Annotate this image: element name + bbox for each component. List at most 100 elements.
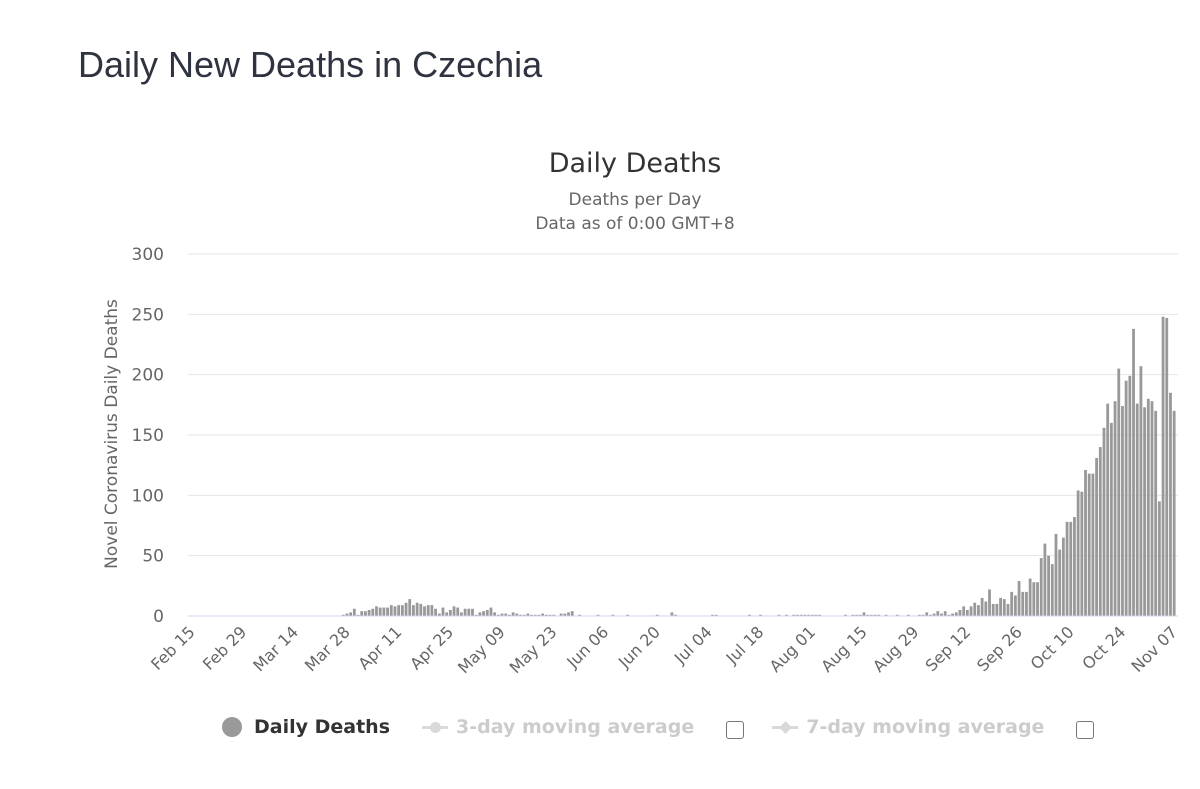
bar[interactable]: [397, 605, 401, 616]
bar[interactable]: [563, 613, 567, 616]
bar[interactable]: [1073, 517, 1076, 616]
bar[interactable]: [1121, 406, 1124, 616]
bar[interactable]: [456, 607, 460, 616]
bar[interactable]: [674, 614, 678, 616]
bar[interactable]: [932, 613, 936, 616]
bar[interactable]: [371, 608, 375, 616]
bar[interactable]: [508, 614, 511, 616]
bar[interactable]: [530, 614, 533, 616]
bar[interactable]: [973, 602, 977, 616]
bar[interactable]: [1076, 490, 1080, 616]
bar[interactable]: [515, 613, 519, 616]
bar[interactable]: [877, 614, 881, 616]
bar[interactable]: [858, 614, 862, 616]
bar[interactable]: [1106, 403, 1110, 616]
bar-series-daily-deaths[interactable]: [341, 316, 1176, 616]
bar[interactable]: [548, 614, 552, 616]
bar[interactable]: [434, 608, 437, 616]
bar[interactable]: [807, 614, 810, 616]
bar[interactable]: [389, 605, 393, 616]
bar[interactable]: [471, 608, 474, 616]
bar[interactable]: [460, 612, 463, 616]
bar[interactable]: [1132, 328, 1135, 616]
bar[interactable]: [356, 614, 360, 616]
bar[interactable]: [474, 614, 478, 616]
bar[interactable]: [426, 605, 430, 616]
bar[interactable]: [999, 597, 1002, 616]
bar[interactable]: [496, 614, 500, 616]
bar[interactable]: [567, 612, 570, 616]
bar[interactable]: [977, 605, 980, 616]
bar[interactable]: [954, 612, 958, 616]
bar[interactable]: [1124, 380, 1128, 616]
bar[interactable]: [869, 614, 873, 616]
legend-item-7-day-average[interactable]: 7-day moving average: [772, 716, 1044, 738]
bar[interactable]: [995, 603, 999, 616]
bar[interactable]: [1080, 491, 1084, 616]
bar[interactable]: [1050, 564, 1054, 616]
bar[interactable]: [1139, 366, 1143, 616]
bar[interactable]: [814, 614, 818, 616]
bar[interactable]: [367, 609, 371, 616]
bar[interactable]: [522, 614, 526, 616]
bar[interactable]: [552, 614, 556, 616]
bar[interactable]: [482, 611, 485, 616]
bar[interactable]: [1028, 578, 1032, 616]
bar[interactable]: [1143, 407, 1147, 616]
bar[interactable]: [1021, 591, 1025, 616]
bar[interactable]: [1054, 533, 1058, 616]
bar[interactable]: [796, 614, 799, 616]
bar[interactable]: [386, 607, 389, 616]
bar[interactable]: [862, 612, 866, 616]
bar[interactable]: [1084, 469, 1087, 616]
bar[interactable]: [1036, 582, 1039, 616]
bar[interactable]: [404, 602, 408, 616]
bar[interactable]: [419, 603, 423, 616]
bar[interactable]: [1109, 422, 1113, 616]
bar[interactable]: [1169, 392, 1172, 616]
bar[interactable]: [448, 609, 452, 616]
bar[interactable]: [423, 606, 426, 616]
bar[interactable]: [478, 612, 482, 616]
bar[interactable]: [430, 605, 434, 616]
bar[interactable]: [1157, 501, 1161, 616]
bar[interactable]: [596, 614, 600, 616]
bar[interactable]: [408, 599, 412, 616]
bar[interactable]: [1058, 549, 1062, 616]
bar[interactable]: [578, 614, 582, 616]
bar[interactable]: [1165, 317, 1169, 616]
bar[interactable]: [1128, 375, 1132, 616]
bar[interactable]: [1091, 473, 1095, 616]
bar[interactable]: [991, 603, 995, 616]
bar[interactable]: [1161, 316, 1165, 616]
checkbox-3-day-average[interactable]: [726, 721, 745, 739]
bar[interactable]: [1010, 591, 1014, 616]
bar[interactable]: [467, 608, 471, 616]
bar[interactable]: [929, 614, 932, 616]
bar[interactable]: [375, 606, 378, 616]
bar[interactable]: [504, 613, 508, 616]
bar[interactable]: [1095, 457, 1099, 616]
bar[interactable]: [1039, 558, 1043, 616]
bar[interactable]: [917, 614, 921, 616]
bar[interactable]: [378, 607, 382, 616]
bar[interactable]: [382, 607, 386, 616]
bar[interactable]: [799, 614, 803, 616]
bar[interactable]: [969, 606, 973, 616]
bar[interactable]: [866, 614, 870, 616]
bar[interactable]: [352, 608, 356, 616]
bar[interactable]: [544, 614, 548, 616]
bar[interactable]: [341, 614, 345, 616]
bar[interactable]: [655, 614, 659, 616]
bar[interactable]: [711, 614, 714, 616]
bar[interactable]: [1065, 521, 1069, 616]
bar[interactable]: [345, 613, 349, 616]
bar[interactable]: [851, 614, 855, 616]
bar[interactable]: [441, 607, 445, 616]
bar[interactable]: [1002, 599, 1006, 616]
bar[interactable]: [1069, 521, 1073, 616]
bar[interactable]: [844, 614, 847, 616]
bar[interactable]: [349, 612, 353, 616]
bar[interactable]: [493, 612, 497, 616]
bar[interactable]: [1013, 595, 1017, 616]
